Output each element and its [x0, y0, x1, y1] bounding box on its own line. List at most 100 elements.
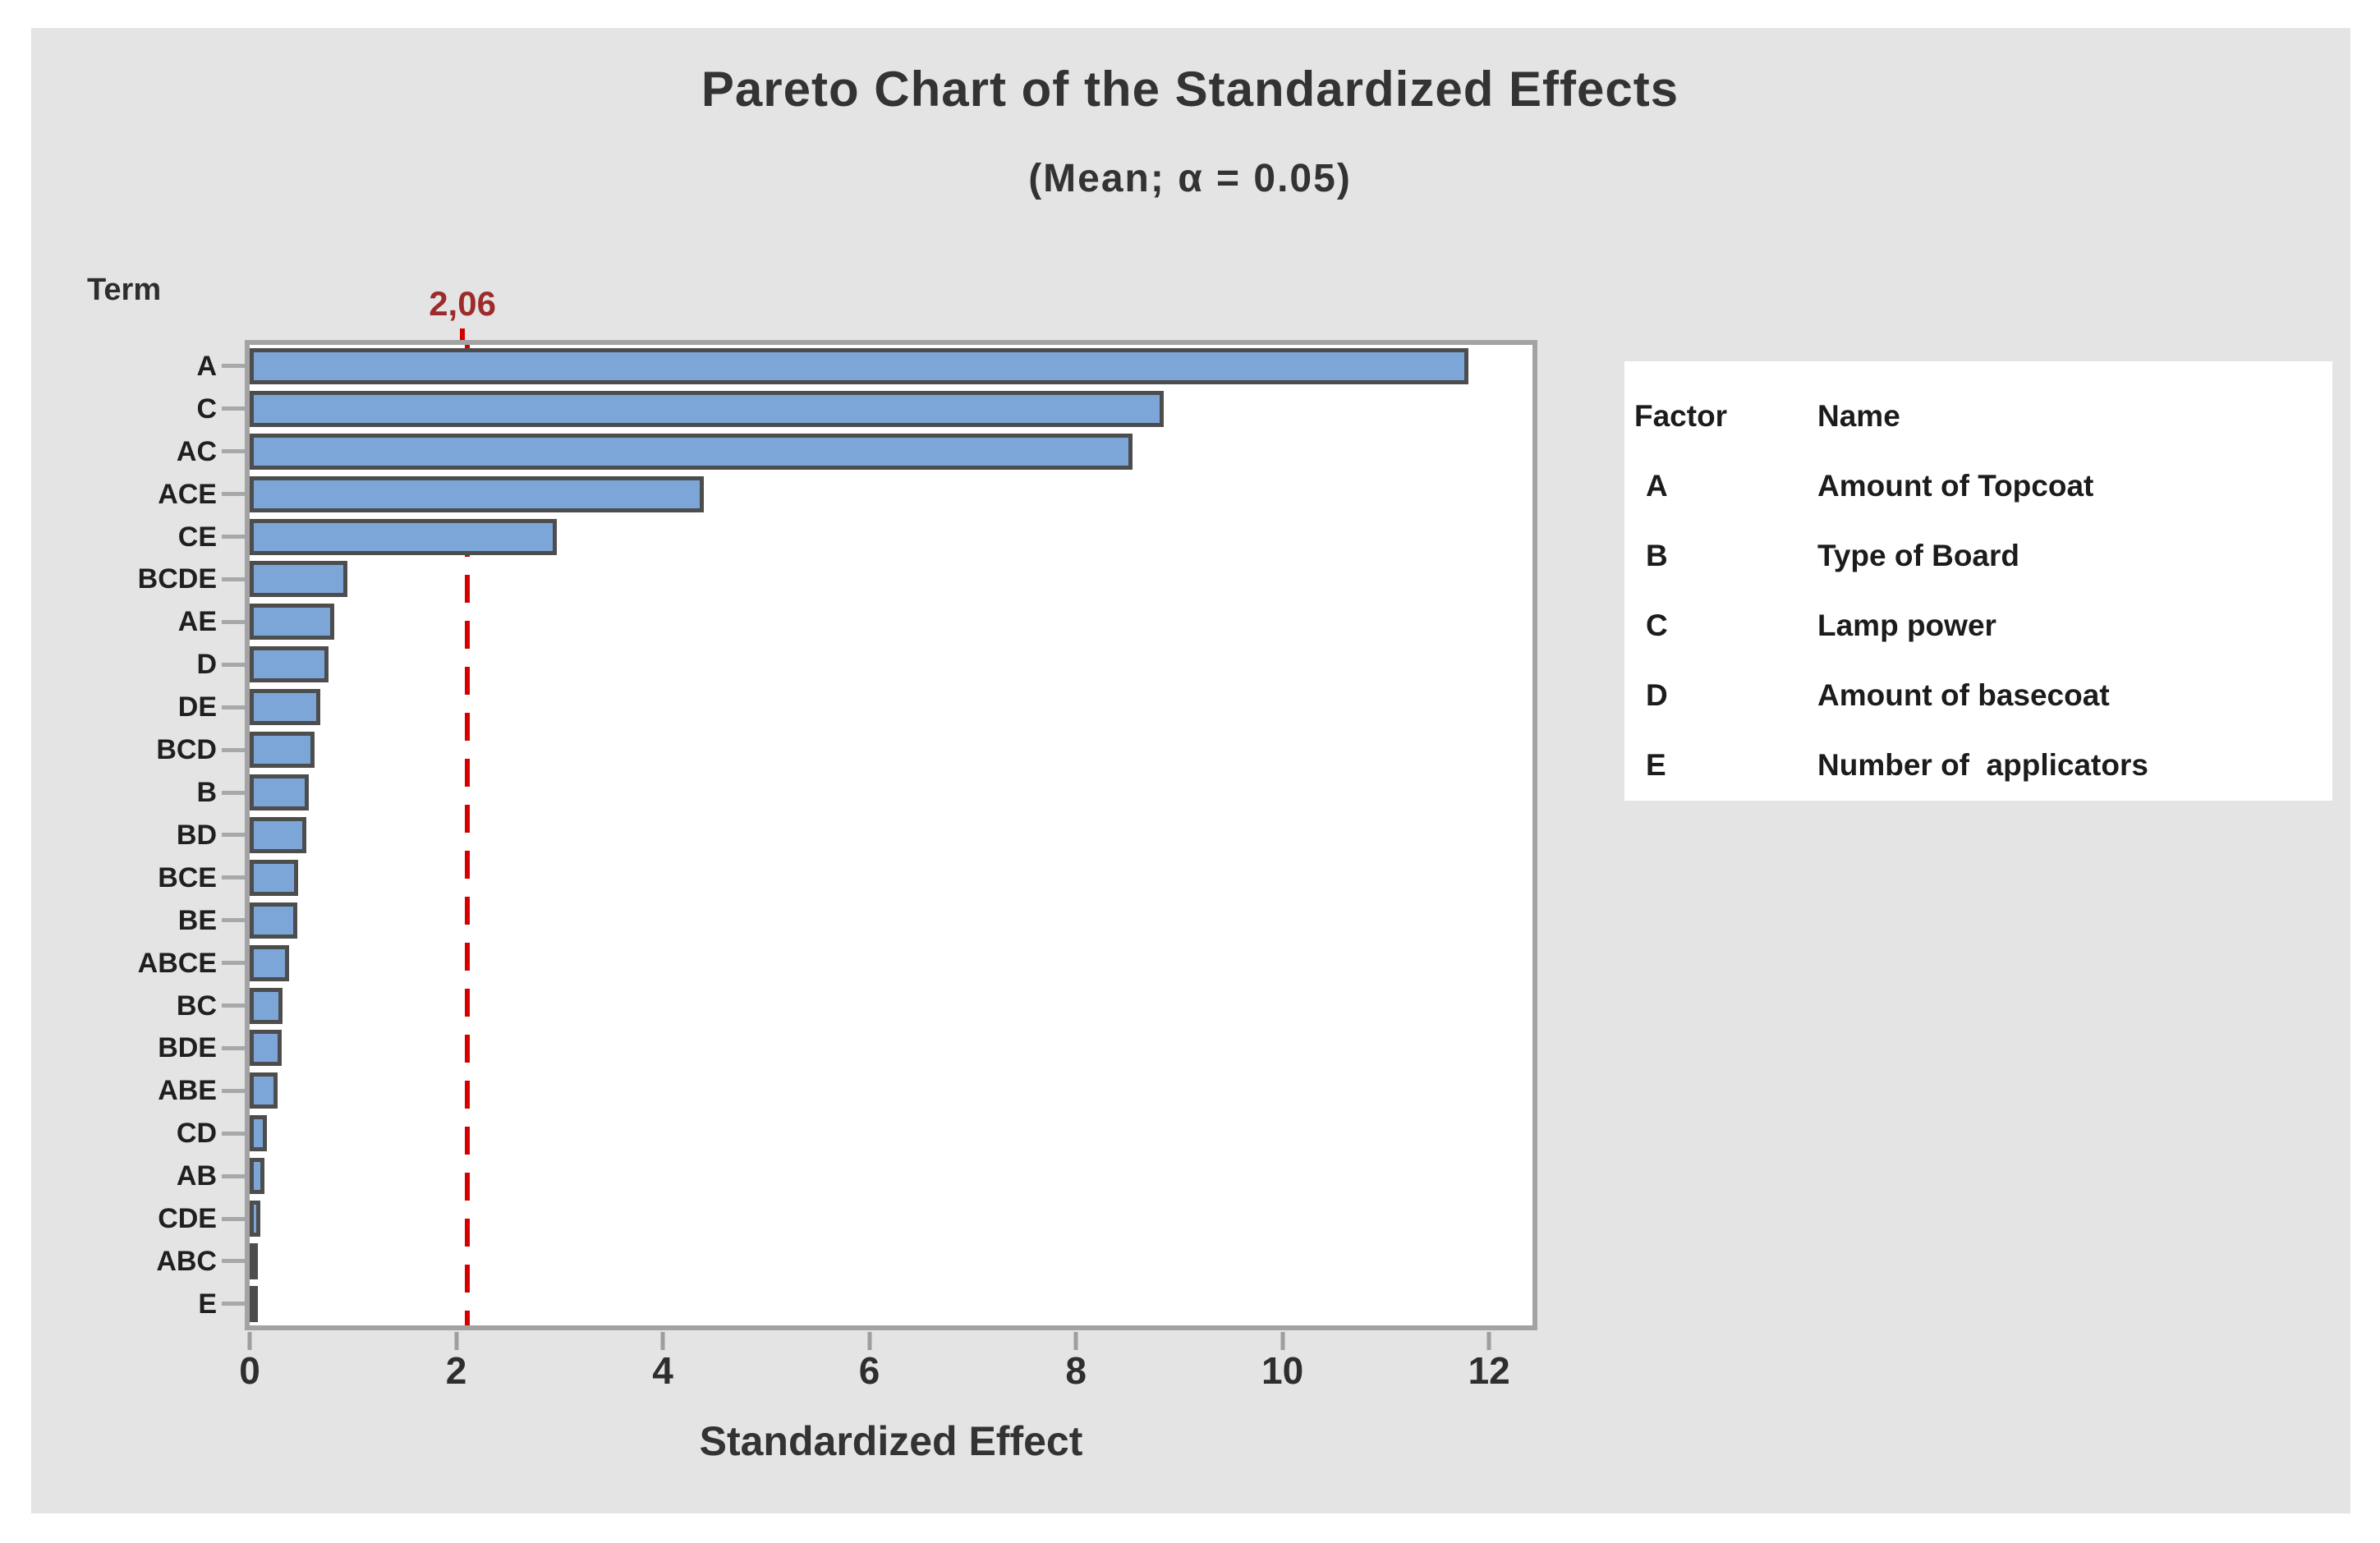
legend-row: C Lamp power [1624, 590, 2332, 660]
bar-row: AC [82, 430, 1532, 473]
term-label: BCE [158, 861, 217, 893]
bar-track [245, 686, 1532, 728]
term-axis-label: Term [87, 273, 162, 307]
effect-bar [250, 1201, 260, 1238]
bar-track [245, 899, 1532, 942]
effect-bar [250, 1115, 268, 1152]
x-tick [1280, 1332, 1285, 1350]
bar-row: BDE [82, 1027, 1532, 1070]
term-label: D [196, 649, 217, 681]
bar-track [245, 1069, 1532, 1112]
x-tick-label: 8 [1065, 1349, 1087, 1392]
term-label: B [196, 777, 217, 809]
legend-box: Factor Name A Amount of Topcoat B Type of Boa… [1624, 361, 2332, 801]
y-axis-tick [222, 406, 245, 411]
y-axis-tick [222, 1003, 245, 1008]
bar-row: DE [82, 686, 1532, 728]
term-label: CD [176, 1118, 217, 1150]
bar-track [245, 985, 1532, 1027]
x-tick [247, 1332, 252, 1350]
y-axis-tick [222, 662, 245, 667]
x-tick-label: 4 [652, 1349, 673, 1392]
y-axis-tick [222, 918, 245, 923]
bar-track [245, 558, 1532, 601]
bar-row: ABCE [82, 942, 1532, 985]
term-label: BCD [156, 734, 217, 766]
bar-row: CDE [82, 1197, 1532, 1240]
legend-header-row: Factor Name [1624, 381, 2332, 451]
bar-rows: A C AC ACE CE BCDE AE D DE BCD B BD BCE BE ABCE BC BDE AB… [82, 345, 1532, 1325]
x-tick-label: 2 [445, 1349, 467, 1392]
reference-line-label: 2,06 [429, 284, 496, 323]
x-tick [1073, 1332, 1078, 1350]
term-label: ABCE [137, 947, 217, 979]
y-axis-tick [222, 1216, 245, 1221]
term-label: AC [176, 435, 217, 467]
bar-row: C [82, 388, 1532, 430]
effect-bar [250, 390, 1165, 427]
effect-bar [250, 902, 297, 939]
bar-track [245, 345, 1532, 388]
y-axis-tick [222, 705, 245, 710]
effect-bar [250, 987, 283, 1024]
effect-bar [250, 689, 320, 726]
y-axis-tick [222, 1131, 245, 1136]
legend-factor-name: Type of Board [1817, 538, 2019, 572]
effect-bar [250, 732, 315, 769]
legend-factor-name: Lamp power [1817, 608, 1996, 642]
bar-row: BCD [82, 728, 1532, 771]
effect-bar [250, 859, 299, 896]
legend-factor-name: Number of applicators [1817, 747, 2148, 782]
bar-track [245, 430, 1532, 473]
chart-subtitle: (Mean; α = 0.05) [1028, 157, 1352, 200]
legend-factor-letter: C [1646, 608, 1668, 642]
term-label: C [196, 393, 217, 425]
x-tick-label: 0 [239, 1349, 260, 1392]
x-tick [660, 1332, 665, 1350]
bar-row: ACE [82, 473, 1532, 516]
bar-track [245, 600, 1532, 643]
bar-row: ABE [82, 1069, 1532, 1112]
term-label: AE [177, 606, 217, 638]
effect-bar [250, 347, 1469, 384]
x-tick-label: 10 [1261, 1349, 1304, 1392]
term-label: E [198, 1288, 217, 1320]
y-axis-tick [222, 875, 245, 880]
bar-row: CD [82, 1112, 1532, 1155]
x-tick [454, 1332, 459, 1350]
y-axis-tick [222, 1045, 245, 1050]
term-label: ACE [158, 478, 217, 510]
effect-bar [250, 816, 307, 853]
effect-bar [250, 774, 309, 811]
bar-row: A [82, 345, 1532, 388]
y-axis-tick [222, 576, 245, 581]
effect-bar [250, 475, 705, 512]
y-axis-tick [222, 364, 245, 369]
y-axis-tick [222, 833, 245, 838]
effect-bar [250, 561, 348, 598]
bar-track [245, 814, 1532, 856]
legend-factor-letter: E [1646, 747, 1666, 782]
bar-track [245, 1112, 1532, 1155]
bar-track [245, 388, 1532, 430]
reference-line-top-tick [460, 328, 466, 350]
y-axis-tick [222, 747, 245, 752]
term-label: BC [176, 990, 217, 1022]
bar-row: CE [82, 516, 1532, 558]
legend-row: D Amount of basecoat [1624, 660, 2332, 730]
chart-title: Pareto Chart of the Standardized Effects [701, 62, 1679, 117]
bar-track [245, 856, 1532, 899]
bar-row: D [82, 643, 1532, 686]
bar-track [245, 771, 1532, 814]
y-axis-tick [222, 1259, 245, 1264]
bar-row: E [82, 1283, 1532, 1325]
y-axis-tick [222, 492, 245, 497]
y-axis-tick [222, 535, 245, 540]
effect-bar [250, 944, 289, 981]
x-tick [867, 1332, 872, 1350]
bar-row: AE [82, 600, 1532, 643]
bar-row: AB [82, 1155, 1532, 1197]
x-axis-label: Standardized Effect [699, 1418, 1083, 1464]
term-label: ABE [158, 1075, 217, 1107]
